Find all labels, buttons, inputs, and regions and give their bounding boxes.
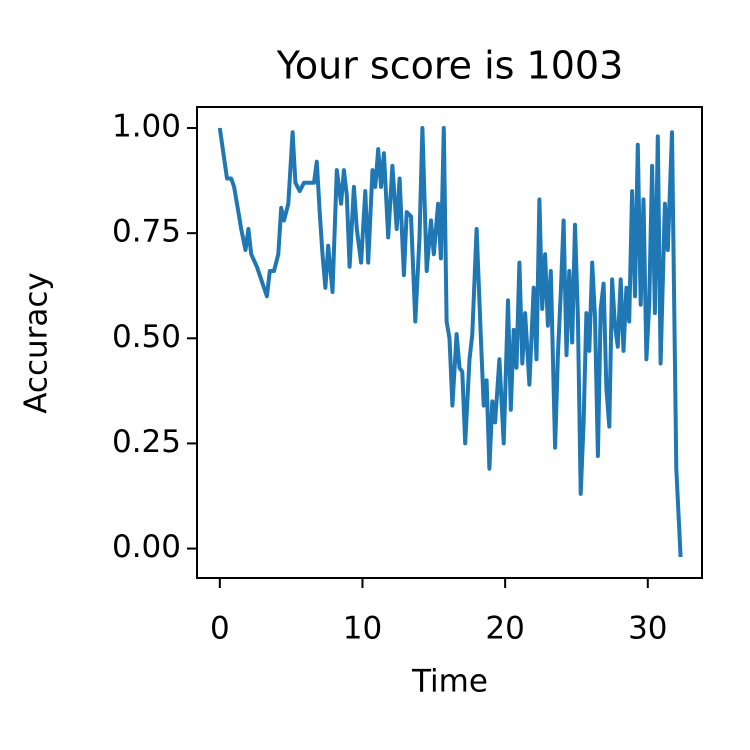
y-tick-label: 0.50 <box>112 319 181 355</box>
y-tick-label: 0.25 <box>112 424 181 460</box>
y-axis-label: Accuracy <box>19 272 55 414</box>
plot-frame <box>196 106 703 579</box>
chart-title: Your score is 1003 <box>276 44 624 88</box>
x-axis-label: Time <box>411 664 488 700</box>
y-tick-label: 1.00 <box>112 109 181 145</box>
y-tick-label: 0.75 <box>112 214 181 250</box>
x-tick-label: 30 <box>628 611 667 647</box>
y-tick-label: 0.00 <box>112 529 181 565</box>
data-line <box>217 126 683 558</box>
x-tick-label: 0 <box>210 611 230 647</box>
x-tick-label: 20 <box>485 611 524 647</box>
x-tick-label: 10 <box>343 611 382 647</box>
